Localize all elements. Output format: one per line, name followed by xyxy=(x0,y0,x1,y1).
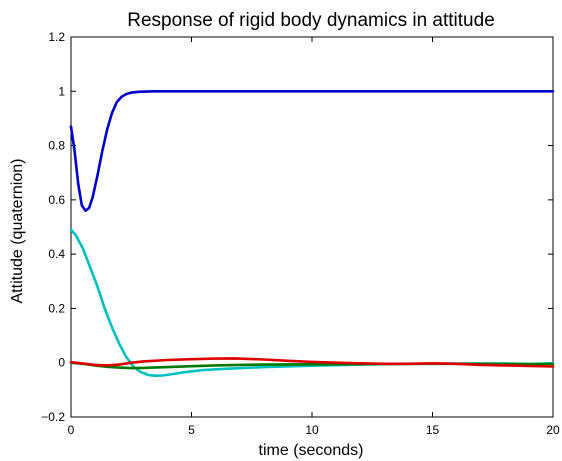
series-line-1 xyxy=(69,90,555,212)
x-tick-label: 15 xyxy=(426,423,440,437)
y-tick-label: 0.4 xyxy=(48,247,65,261)
y-tick-label: 0.2 xyxy=(48,301,65,315)
x-tick-label: 20 xyxy=(546,423,560,437)
y-tick-labels: −0.2 0 0.2 0.4 0.6 0.8 1 1.2 xyxy=(41,30,65,424)
y-tick-label: 0.8 xyxy=(48,139,65,153)
chart-title: Response of rigid body dynamics in attit… xyxy=(127,10,495,31)
y-tick-label: 0 xyxy=(58,356,65,370)
plot-area xyxy=(69,36,555,418)
x-tick-label: 5 xyxy=(188,423,195,437)
x-tick-label: 0 xyxy=(68,423,75,437)
y-tick-label: 0.6 xyxy=(48,193,65,207)
x-tick-label: 10 xyxy=(305,423,319,437)
x-tick-labels: 0 5 10 15 20 xyxy=(68,423,560,437)
plot-frame xyxy=(70,36,554,418)
y-tick-label: 1.2 xyxy=(48,30,65,44)
y-tick-label: 1 xyxy=(58,84,65,98)
y-tick-label: −0.2 xyxy=(41,410,65,424)
y-axis-label: Attitude (quaternion) xyxy=(9,159,26,304)
series-line-4 xyxy=(69,357,555,368)
data-lines xyxy=(69,90,555,378)
x-axis-label: time (seconds) xyxy=(259,442,364,459)
